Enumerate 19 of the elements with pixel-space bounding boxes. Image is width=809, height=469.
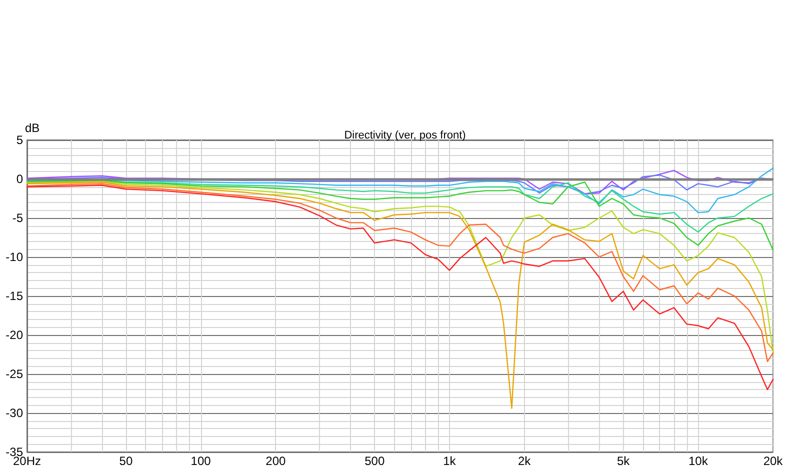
x-tick-label: 500 — [364, 454, 385, 468]
x-tick-label: 200 — [266, 454, 286, 468]
y-tick-label: -15 — [6, 289, 24, 303]
y-axis-title: dB — [25, 121, 40, 136]
y-tick-label: -25 — [6, 367, 24, 381]
x-tick-label: 20k — [763, 454, 784, 468]
y-tick-label: -10 — [6, 250, 24, 264]
x-tick-label: 2k — [518, 454, 532, 468]
x-tick-label: 10k — [688, 454, 709, 468]
y-tick-label: -30 — [6, 406, 24, 420]
x-tick-label: 100 — [190, 454, 212, 468]
y-tick-label: -5 — [12, 211, 24, 225]
chart-title: Directivity (ver, pos front) — [344, 130, 466, 142]
x-tick-label: 5k — [616, 454, 631, 468]
x-tick-label: 50 — [119, 454, 133, 468]
y-tick-label: -20 — [6, 328, 24, 342]
y-tick-label: 5 — [16, 133, 24, 147]
y-tick-label: 0 — [16, 172, 24, 186]
x-tick-label: 1k — [443, 454, 457, 468]
